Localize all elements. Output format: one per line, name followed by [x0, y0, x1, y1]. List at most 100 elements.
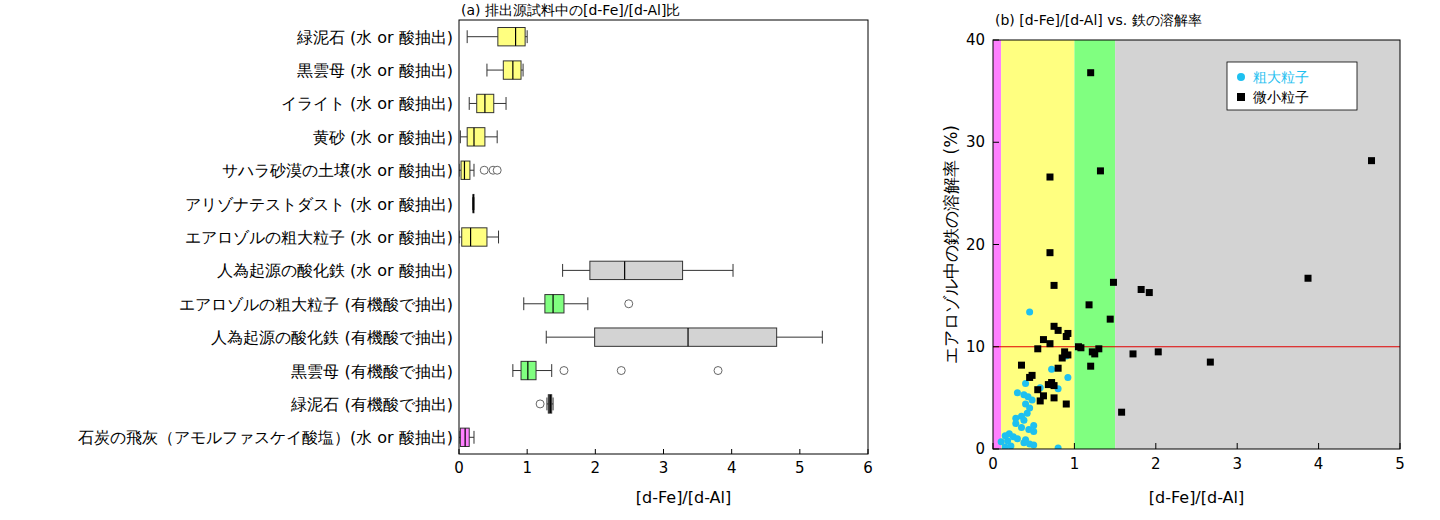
- whisker-cap: [551, 364, 552, 377]
- tick-label: 2: [591, 459, 601, 477]
- point: [1064, 374, 1071, 381]
- category-label: 緑泥石 (有機酸で抽出): [290, 395, 453, 414]
- point: [1063, 401, 1070, 408]
- whisker-cap: [469, 97, 470, 110]
- legend-marker: [1237, 93, 1245, 101]
- whisker-cap: [587, 297, 588, 310]
- point: [1026, 374, 1033, 381]
- box: [460, 428, 469, 446]
- box: [467, 128, 485, 146]
- category-label: アリゾナテストダスト (水 or 酸抽出): [185, 195, 453, 214]
- whisker-cap: [512, 364, 513, 377]
- category-label: イライト (水 or 酸抽出): [281, 94, 453, 113]
- median: [465, 428, 466, 446]
- point: [1012, 415, 1019, 422]
- category-label: 黒雲母 (水 or 酸抽出): [297, 61, 453, 80]
- band: [1074, 40, 1115, 449]
- median: [473, 194, 474, 212]
- legend-marker: [1237, 73, 1245, 81]
- tick-label: 40: [966, 31, 985, 49]
- tick: [527, 449, 528, 454]
- point: [1086, 301, 1093, 308]
- tick-label: 0: [454, 459, 464, 477]
- boxes: [459, 28, 822, 447]
- box: [473, 194, 474, 212]
- point: [1048, 366, 1055, 373]
- tick: [993, 449, 999, 450]
- point: [1087, 363, 1094, 370]
- legend-label: 粗大粒子: [1253, 69, 1309, 85]
- median: [687, 328, 688, 346]
- tick: [731, 449, 732, 454]
- frame: [459, 20, 868, 454]
- outlier: [617, 367, 625, 375]
- tick: [1318, 443, 1319, 449]
- whisker-cap: [460, 130, 461, 143]
- tick-label: 4: [1314, 455, 1324, 473]
- tick: [993, 443, 994, 449]
- tick: [663, 449, 664, 454]
- median: [624, 261, 625, 279]
- whisker-cap: [523, 297, 524, 310]
- point: [1046, 340, 1053, 347]
- category-label: 黒雲母 (有機酸で抽出): [291, 362, 453, 381]
- whisker-cap: [553, 397, 554, 410]
- outlier: [493, 166, 501, 174]
- outlier: [625, 300, 633, 308]
- tick-label: 5: [795, 459, 805, 477]
- tick-label: 1: [522, 459, 532, 477]
- median: [470, 228, 471, 246]
- legend-label: 微小粒子: [1253, 89, 1309, 105]
- whisker-cap: [822, 331, 823, 344]
- tick-label: 6: [863, 459, 873, 477]
- legend: 粗大粒子微小粒子: [1227, 62, 1357, 110]
- box: [545, 295, 564, 313]
- point: [1055, 365, 1062, 372]
- median: [515, 28, 516, 46]
- legend-box: [1227, 62, 1357, 110]
- whisker-cap: [523, 64, 524, 77]
- tick: [1155, 443, 1156, 449]
- point: [1118, 409, 1125, 416]
- tick-label: 10: [966, 338, 985, 356]
- outlier: [480, 166, 488, 174]
- point: [1063, 333, 1070, 340]
- category-label: 人為起源の酸化鉄 (有機酸で抽出): [211, 328, 453, 347]
- category-label: 緑泥石 (水 or 酸抽出): [296, 28, 453, 47]
- tick: [799, 449, 800, 454]
- point: [1040, 336, 1047, 343]
- box: [498, 28, 525, 46]
- category-label: 石炭の飛灰（アモルファスケイ酸塩）(水 or 酸抽出): [78, 428, 453, 447]
- median: [484, 94, 485, 112]
- point: [1077, 344, 1084, 351]
- tick-label: 4: [727, 459, 737, 477]
- point: [1087, 69, 1094, 76]
- category-label: エアロゾルの粗大粒子 (水 or 酸抽出): [185, 228, 453, 247]
- point: [1130, 350, 1137, 357]
- point: [1020, 417, 1027, 424]
- whisker-cap: [546, 397, 547, 410]
- tick-label: 0: [975, 440, 985, 458]
- box: [477, 94, 494, 112]
- point: [1368, 157, 1375, 164]
- point: [1051, 394, 1058, 401]
- whisker-cap: [467, 30, 468, 43]
- point: [1022, 380, 1029, 387]
- title: (a) 排出源試料中の[d-Fe]/[d-Al]比: [461, 2, 680, 18]
- box: [461, 161, 470, 179]
- point: [1207, 359, 1214, 366]
- reference-line: [993, 346, 1400, 347]
- band: [993, 40, 1001, 449]
- outlier: [560, 367, 568, 375]
- frame: [993, 40, 1400, 449]
- whisker-cap: [473, 164, 474, 177]
- tick-label: 3: [1232, 455, 1242, 473]
- tick-label: 1: [1070, 455, 1080, 473]
- tick: [1074, 443, 1075, 449]
- box: [548, 395, 551, 413]
- point: [1110, 279, 1117, 286]
- point: [1030, 422, 1037, 429]
- point: [1055, 444, 1062, 449]
- median: [550, 395, 551, 413]
- box: [462, 228, 487, 246]
